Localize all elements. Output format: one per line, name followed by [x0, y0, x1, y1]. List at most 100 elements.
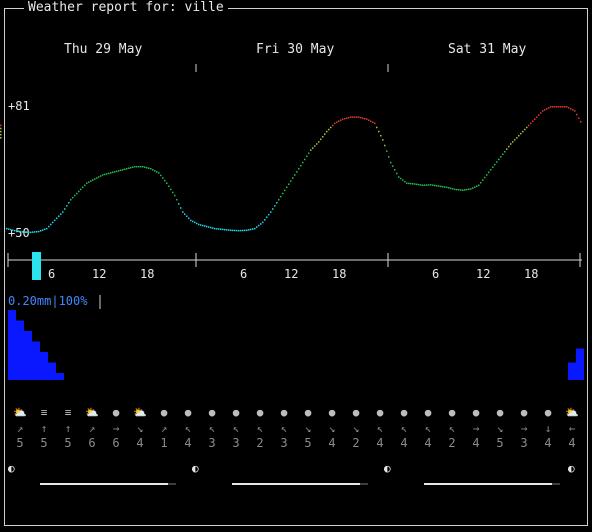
- temperature-point: [268, 213, 270, 216]
- temperature-point: [354, 116, 356, 118]
- temperature-point: [152, 169, 154, 171]
- temperature-point: [186, 215, 188, 217]
- temperature-point: [242, 229, 244, 232]
- temperature-point: [204, 225, 206, 227]
- temperature-point: [540, 112, 542, 114]
- wind-speed: 4: [424, 436, 432, 450]
- temperature-point: [400, 177, 402, 180]
- temperature-point: [522, 130, 524, 133]
- temperature-point: [404, 180, 406, 183]
- temperature-point: [292, 177, 294, 179]
- temperature-point: [238, 229, 240, 232]
- temperature-point: [76, 192, 78, 195]
- x-tick-label: 12: [284, 267, 299, 281]
- temperature-point: [84, 184, 86, 187]
- wind-direction-icon: ↘: [352, 422, 360, 435]
- temperature-point: [408, 182, 410, 185]
- x-tick-label: 18: [332, 267, 347, 281]
- temperature-point: [486, 174, 488, 176]
- temperature-point: [298, 168, 300, 170]
- temperature-point: [436, 185, 438, 187]
- temperature-point: [342, 118, 344, 120]
- temperature-point: [412, 183, 414, 185]
- temperature-point: [472, 187, 474, 189]
- temperature-point: [18, 230, 20, 233]
- temperature-point: [418, 183, 420, 186]
- temperature-point: [114, 171, 116, 173]
- moon-icon: ●: [256, 406, 264, 419]
- wind-direction-icon: ↑: [64, 422, 72, 435]
- wind-speed: 5: [16, 436, 24, 450]
- temperature-point: [470, 188, 472, 190]
- temperature-point: [8, 228, 10, 230]
- temperature-point: [336, 121, 338, 124]
- temperature-point: [236, 229, 238, 232]
- current-time-marker: [32, 252, 41, 280]
- wind-direction-icon: ↖: [448, 422, 456, 435]
- temperature-point: [440, 185, 442, 188]
- temperature-point: [96, 177, 98, 179]
- wind-speed: 4: [544, 436, 552, 450]
- cloud-sun-icon: ⛅: [85, 406, 99, 419]
- temperature-point: [428, 184, 430, 186]
- temperature-point: [338, 120, 340, 123]
- wind-speed: 4: [184, 436, 192, 450]
- wind-direction-icon: ↗: [16, 422, 24, 435]
- temperature-point: [340, 119, 342, 121]
- temperature-point: [492, 166, 494, 168]
- temperature-point: [10, 228, 12, 231]
- wind-speed: 6: [88, 436, 96, 450]
- temperature-point: [106, 173, 108, 175]
- temperature-point: [26, 231, 28, 233]
- temperature-point: [388, 156, 390, 158]
- temperature-point: [68, 202, 70, 204]
- temperature-point: [40, 230, 42, 232]
- temperature-point: [216, 228, 218, 230]
- precip-bar: [48, 362, 56, 380]
- wind-speed: 4: [400, 436, 408, 450]
- temperature-point: [266, 216, 268, 219]
- wind-speed: 4: [376, 436, 384, 450]
- temperature-point: [50, 223, 52, 226]
- temperature-point: [136, 165, 138, 168]
- moon-icon: ◐: [8, 462, 15, 475]
- temperature-point: [360, 116, 362, 119]
- temperature-point: [244, 229, 246, 232]
- temperature-point: [102, 174, 104, 176]
- temperature-point: [6, 227, 8, 230]
- temperature-point: [320, 138, 322, 141]
- temperature-point: [118, 170, 120, 172]
- temperature-point: [86, 182, 88, 184]
- temperature-point: [448, 187, 450, 189]
- temperature-point: [208, 226, 210, 228]
- moon-icon: ◐: [568, 462, 575, 475]
- temperature-point: [184, 213, 186, 215]
- wind-speed: 4: [136, 436, 144, 450]
- temperature-point: [490, 169, 492, 171]
- x-tick-label: 18: [524, 267, 539, 281]
- temperature-point: [544, 109, 546, 111]
- temperature-point: [220, 228, 222, 230]
- wind-speed: 5: [496, 436, 504, 450]
- temperature-point: [324, 133, 326, 135]
- x-tick-label: 6: [240, 267, 248, 281]
- temperature-point: [44, 228, 46, 231]
- temperature-point: [296, 171, 298, 173]
- temperature-point: [92, 179, 94, 181]
- temperature-point: [464, 189, 466, 191]
- temperature-point: [452, 188, 454, 190]
- temperature-point: [368, 119, 370, 121]
- temperature-point: [32, 231, 34, 233]
- temperature-point: [534, 118, 536, 120]
- temperature-point: [446, 186, 448, 189]
- temperature-point: [510, 143, 512, 145]
- temperature-point: [546, 108, 548, 110]
- temperature-point: [474, 186, 476, 188]
- wind-direction-icon: ↖: [280, 422, 288, 435]
- fog-icon: ≡: [40, 406, 48, 419]
- temperature-point: [392, 165, 394, 167]
- temperature-point: [552, 106, 554, 108]
- temperature-point: [274, 205, 276, 207]
- temperature-point: [454, 188, 456, 191]
- temperature-point: [28, 231, 30, 233]
